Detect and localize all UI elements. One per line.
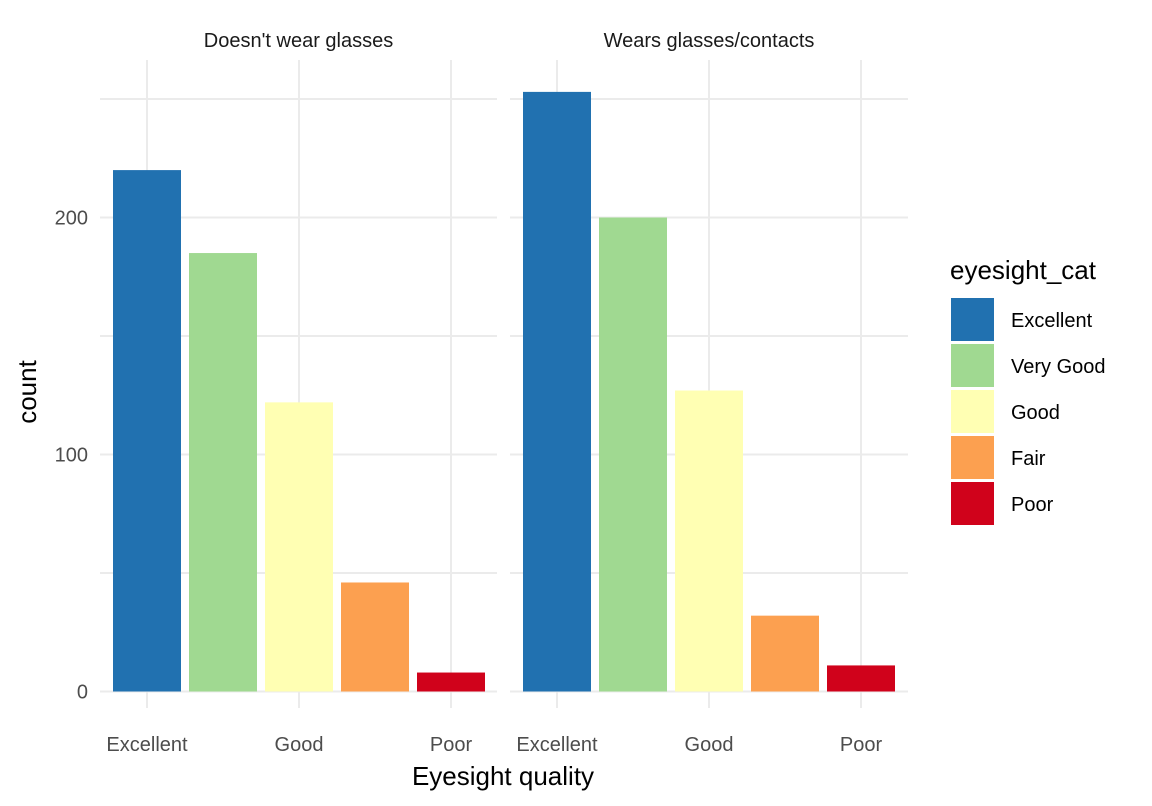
legend-label: Very Good	[1011, 356, 1106, 378]
y-axis-tick-labels: 0 100 200	[55, 208, 88, 704]
bar-very-good	[599, 217, 667, 692]
legend-key-poor	[951, 482, 994, 525]
y-tick-label: 100	[55, 445, 88, 467]
x-tick-label: Good	[275, 734, 324, 756]
bars-layer	[113, 91, 895, 692]
bar-good	[265, 402, 333, 692]
bar-poor	[417, 672, 485, 692]
legend-items: Excellent Very Good Good Fair Poor	[951, 298, 1106, 525]
x-tick-label: Poor	[840, 734, 883, 756]
bar-good	[675, 390, 743, 692]
legend-label: Excellent	[1011, 310, 1093, 332]
bar-very-good	[189, 253, 257, 692]
legend-key-good	[951, 390, 994, 433]
legend-key-excellent	[951, 298, 994, 341]
facet-strip-labels: Doesn't wear glasses Wears glasses/contac…	[204, 30, 815, 52]
legend-key-very-good	[951, 344, 994, 387]
y-axis-title: count	[12, 359, 42, 423]
bar-fair	[341, 582, 409, 692]
x-axis-tick-labels: Excellent Good Poor Excellent Good Poor	[106, 734, 882, 756]
facet-title: Wears glasses/contacts	[604, 30, 815, 52]
legend-label: Fair	[1011, 448, 1046, 470]
legend-title: eyesight_cat	[950, 255, 1097, 285]
y-tick-label: 200	[55, 208, 88, 230]
x-tick-label: Poor	[430, 734, 473, 756]
y-tick-label: 0	[77, 682, 88, 704]
bar-fair	[751, 615, 819, 692]
legend: eyesight_cat Excellent Very Good Good Fair P…	[950, 255, 1106, 525]
x-tick-label: Excellent	[106, 734, 188, 756]
legend-label: Poor	[1011, 494, 1054, 516]
x-tick-label: Excellent	[516, 734, 598, 756]
x-axis-title: Eyesight quality	[412, 761, 594, 791]
bar-poor	[827, 665, 895, 692]
legend-label: Good	[1011, 402, 1060, 424]
legend-key-fair	[951, 436, 994, 479]
bar-excellent	[113, 170, 181, 692]
facet-title: Doesn't wear glasses	[204, 30, 393, 52]
x-tick-label: Good	[685, 734, 734, 756]
bar-excellent	[523, 91, 591, 692]
